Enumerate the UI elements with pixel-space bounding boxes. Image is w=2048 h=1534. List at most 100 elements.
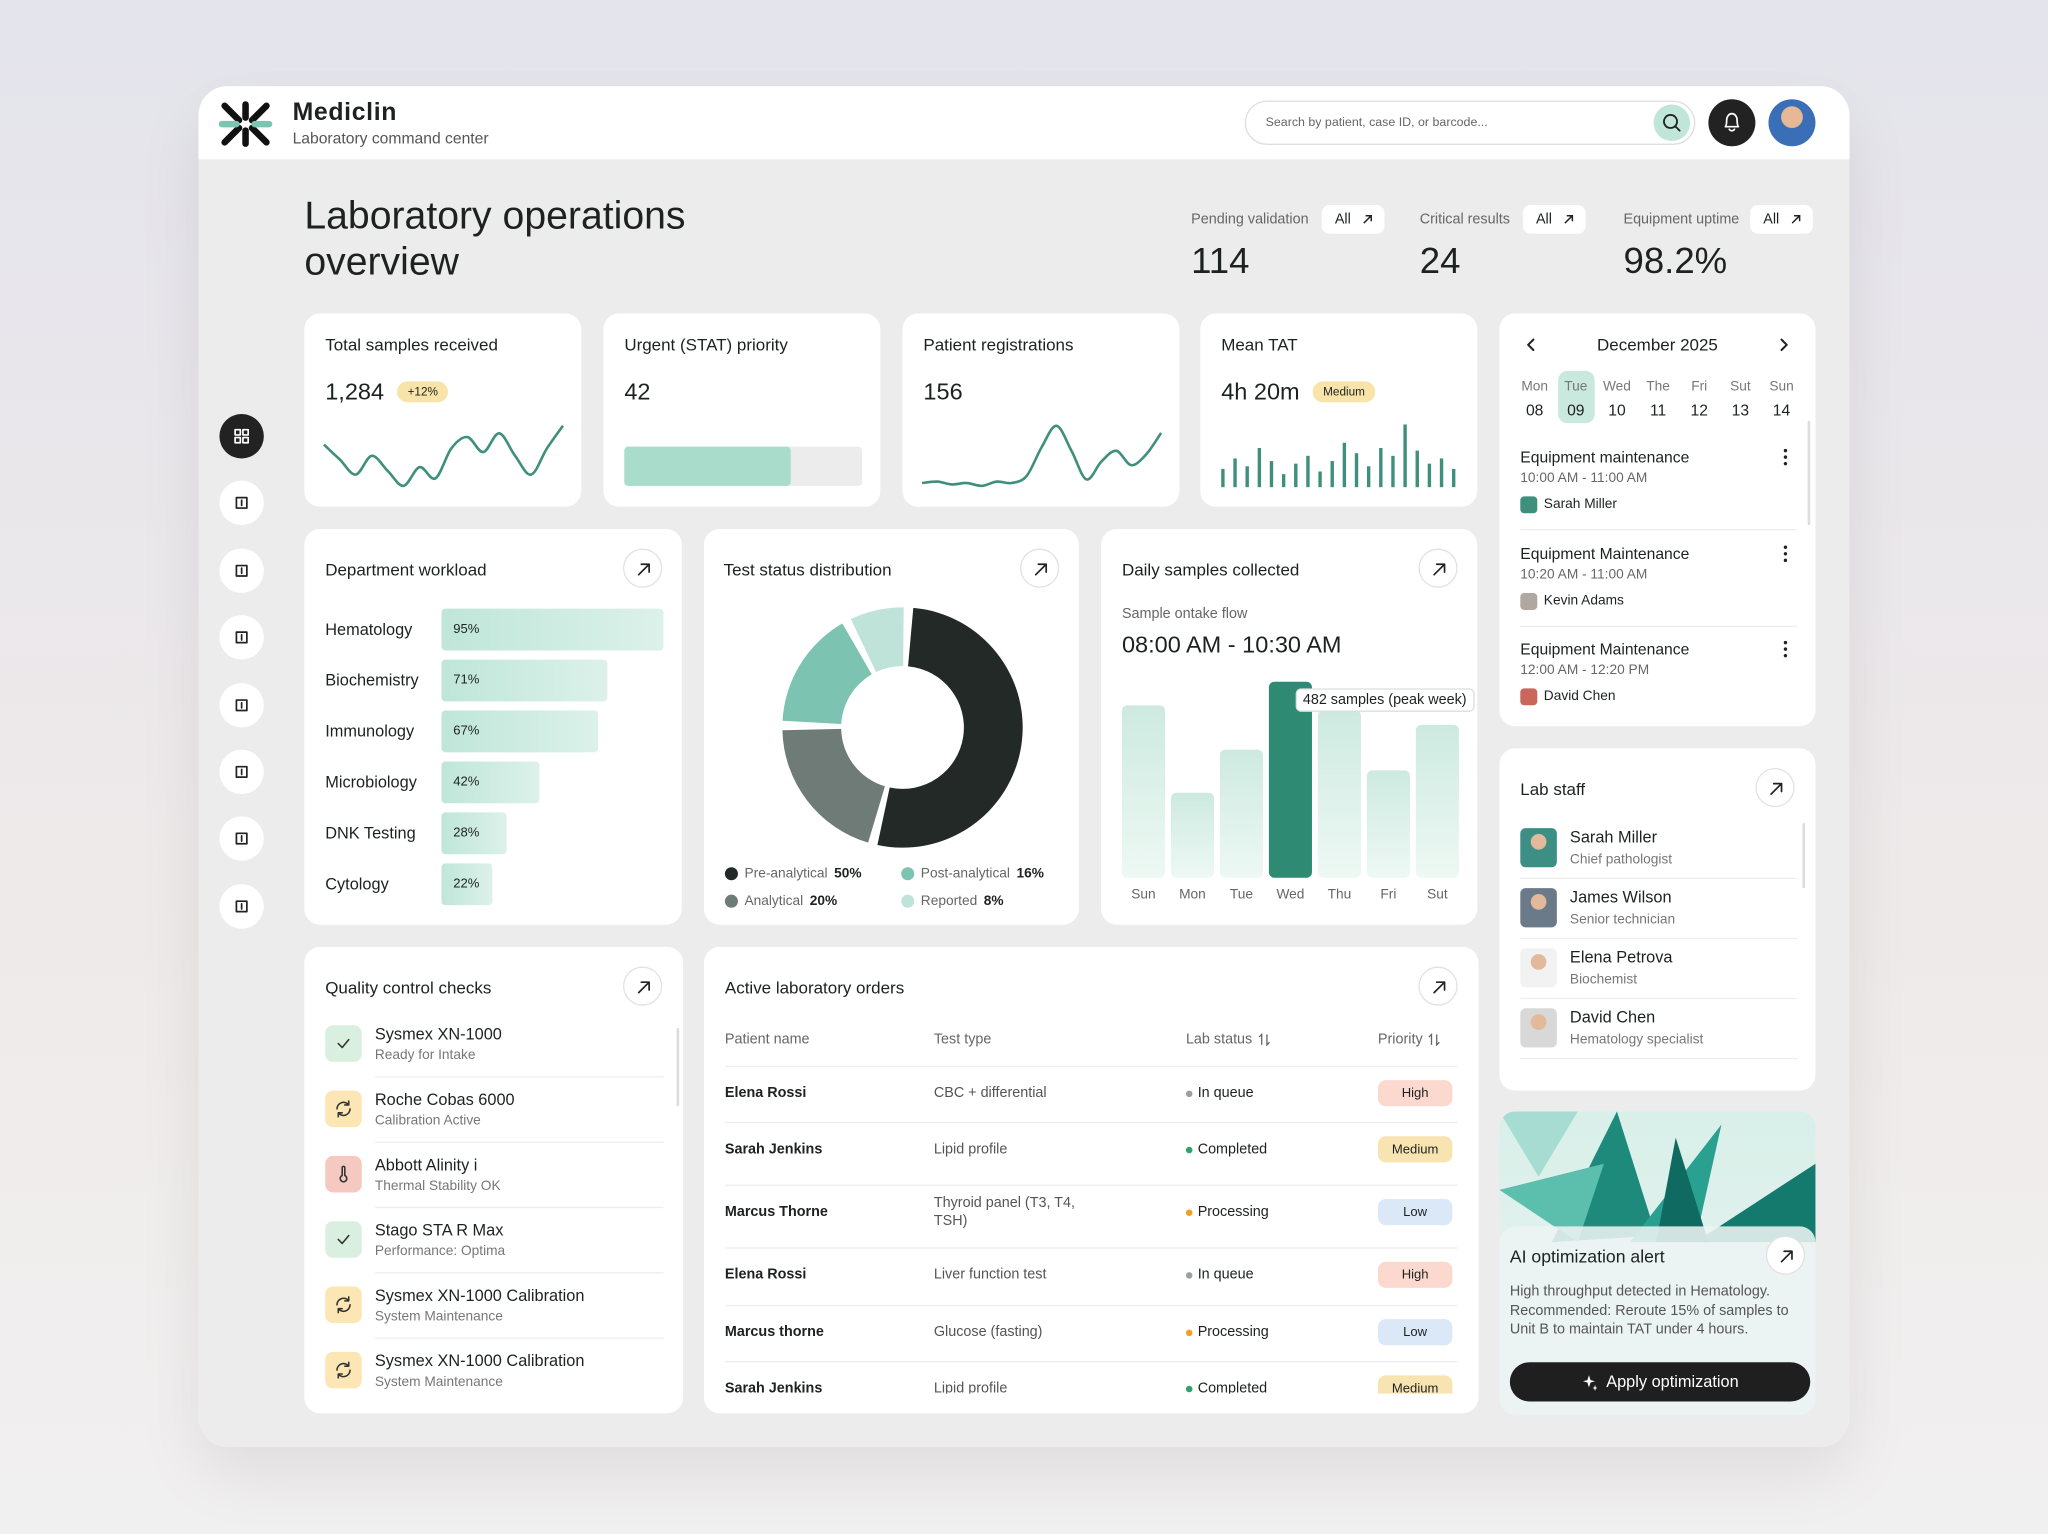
priority-label: High <box>1401 1086 1429 1101</box>
logo-stroke <box>248 124 270 146</box>
event-menu <box>1783 545 1788 563</box>
icon <box>235 832 248 845</box>
dot <box>1783 640 1788 645</box>
icon-path <box>235 900 248 913</box>
stat-value: 156 <box>923 378 963 405</box>
status-icon <box>325 1090 362 1128</box>
date: 14 <box>1772 400 1791 420</box>
kpi-filter[interactable]: All <box>1321 205 1385 234</box>
dot <box>1783 653 1788 658</box>
icon <box>337 1038 350 1049</box>
icon-path <box>235 765 248 778</box>
notifications-button[interactable] <box>1708 99 1756 147</box>
icon <box>336 1296 351 1314</box>
column-header[interactable]: Lab status <box>1186 1029 1317 1050</box>
next-month[interactable] <box>1778 338 1791 352</box>
dot <box>1783 545 1788 549</box>
icon <box>637 562 650 575</box>
sort-icon <box>1258 1033 1270 1047</box>
search-box[interactable]: Search by patient, case ID, or barcode..… <box>1244 100 1696 145</box>
person-avatar <box>1520 496 1538 514</box>
expand-button[interactable] <box>1755 767 1795 808</box>
search-button[interactable] <box>1653 104 1691 142</box>
weekday: Tue <box>1564 378 1588 395</box>
weekday: Sun <box>1769 378 1794 395</box>
column-header: Patient name <box>725 1029 856 1050</box>
page-title: Laboratory operations overview <box>304 194 686 284</box>
staff-name: Elena Petrova <box>1569 948 1673 967</box>
patient-name: Elena Rossi <box>724 1085 807 1102</box>
expand-button[interactable] <box>623 548 663 588</box>
workload-value: 42% <box>453 774 480 790</box>
mini-bar <box>1451 468 1456 488</box>
icon <box>337 1234 350 1245</box>
date: 13 <box>1731 400 1750 420</box>
icon <box>1769 782 1782 795</box>
day-bar <box>1219 749 1263 878</box>
priority-pill: Low <box>1377 1198 1453 1226</box>
sidebar-nav-item[interactable] <box>219 816 264 861</box>
icon <box>235 699 248 712</box>
expand-button[interactable] <box>1418 966 1458 1006</box>
sidebar-nav-item[interactable] <box>219 480 264 526</box>
donut-segment <box>782 623 872 725</box>
sparkle-icon <box>1582 1374 1598 1391</box>
event-time: 12:00 AM - 12:20 PM <box>1520 662 1650 678</box>
sidebar-nav-item[interactable] <box>219 548 264 593</box>
day-bar <box>1317 710 1361 878</box>
user-avatar[interactable] <box>1768 99 1816 147</box>
sidebar-nav-item[interactable] <box>219 414 264 459</box>
chart-area <box>782 607 1023 848</box>
kpi-filter[interactable]: All <box>1522 205 1586 234</box>
sidebar-nav-item[interactable] <box>219 683 264 728</box>
staff-role: Senior technician <box>1569 911 1676 928</box>
expand-button[interactable] <box>1418 548 1458 588</box>
icon-path <box>1564 214 1574 224</box>
instrument-status: Performance: Optima <box>374 1243 506 1260</box>
search-placeholder: Search by patient, case ID, or barcode..… <box>1265 115 1488 130</box>
chart-area <box>1221 424 1456 488</box>
kpi-filter[interactable]: All <box>1750 205 1813 234</box>
icon <box>637 980 650 993</box>
divider <box>1520 877 1798 880</box>
apply-button[interactable]: Apply optimization <box>1509 1362 1811 1402</box>
weekday: The <box>1646 378 1670 395</box>
workload-bar <box>441 710 599 753</box>
apply-label: Apply optimization <box>1606 1372 1739 1391</box>
expand-button[interactable] <box>1020 548 1060 588</box>
sidebar-nav-item[interactable] <box>219 749 264 795</box>
expand-button[interactable] <box>1765 1235 1806 1275</box>
status-label: In queue <box>1197 1266 1254 1283</box>
sidebar-nav-item[interactable] <box>219 884 264 929</box>
event-title: Equipment Maintenance <box>1520 639 1690 659</box>
calendar-month: December 2025 <box>1597 335 1718 355</box>
mini-bar <box>1294 463 1298 488</box>
icon-path <box>1527 338 1535 352</box>
instrument-status: System Maintenance <box>374 1374 503 1390</box>
staff-avatar <box>1520 948 1557 988</box>
column-label: Lab status <box>1185 1031 1253 1048</box>
status-dot <box>1185 1089 1193 1097</box>
card-title: Department workload <box>325 559 487 580</box>
mini-bar <box>1281 474 1286 488</box>
staff-avatar <box>1520 828 1557 868</box>
expand-button[interactable] <box>623 966 663 1006</box>
patient-name: Marcus Thorne <box>724 1204 828 1220</box>
icon-path <box>336 1100 351 1118</box>
card-title: Quality control checks <box>325 977 492 998</box>
legend-value: 50% <box>834 865 862 882</box>
divider <box>1520 937 1798 940</box>
day-label: Thu <box>1327 886 1352 903</box>
column-header[interactable]: Priority <box>1378 1029 1509 1050</box>
sparkline <box>323 425 564 488</box>
date: 08 <box>1525 400 1544 420</box>
icon-path <box>1582 1374 1598 1391</box>
workload-value: 71% <box>453 673 480 688</box>
prev-month[interactable] <box>1524 338 1537 352</box>
event-time: 10:00 AM - 11:00 AM <box>1520 470 1648 486</box>
day-label: Wed <box>1276 886 1305 903</box>
sidebar-nav-item[interactable] <box>219 615 264 660</box>
event-menu <box>1783 448 1788 466</box>
card-title: Active laboratory orders <box>724 977 905 998</box>
